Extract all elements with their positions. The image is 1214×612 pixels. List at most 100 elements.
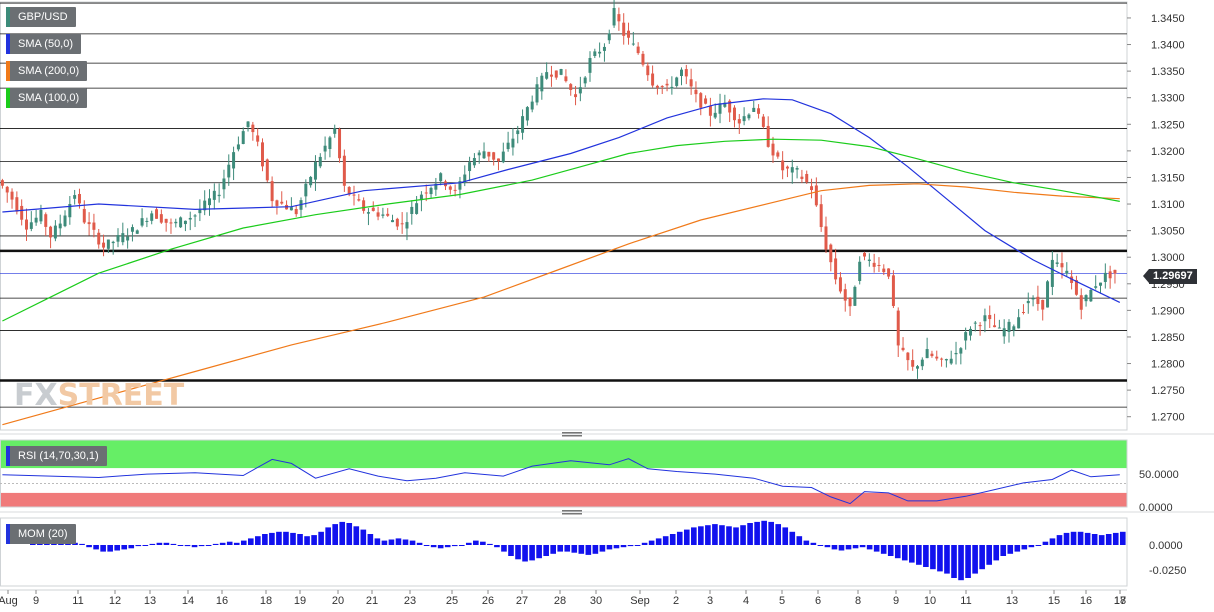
mom-bar — [1028, 545, 1035, 548]
mom-bar — [339, 521, 346, 545]
x-tick-label: 5 — [779, 595, 785, 607]
candle-body — [732, 107, 736, 121]
rsi-panel-frame — [0, 439, 1128, 508]
candle-body — [362, 200, 366, 211]
mom-bar — [951, 545, 957, 578]
candle-body — [993, 325, 997, 328]
y-tick-label: 1.2700 — [1151, 412, 1185, 424]
candle-body — [853, 286, 857, 306]
mom-bar — [585, 545, 592, 555]
mom-bar — [1070, 531, 1077, 545]
mom-bar — [698, 526, 704, 545]
mom-bar — [297, 534, 303, 545]
panel-handle — [562, 510, 582, 512]
mom-label[interactable]: MOM (20) — [6, 524, 76, 544]
candle-body — [906, 352, 910, 361]
candle-body — [684, 69, 688, 77]
legend-sma50[interactable]: SMA (50,0) — [6, 34, 82, 54]
mom-bar — [691, 527, 697, 545]
mom-bar — [916, 545, 922, 565]
y-tick-label: 1.2850 — [1151, 332, 1185, 344]
candle-body — [549, 74, 553, 77]
candle-body — [87, 222, 91, 225]
candle-body — [487, 151, 491, 157]
watermark-fx: FX — [14, 378, 58, 413]
mom-bar — [606, 545, 613, 550]
candle-body — [400, 223, 404, 225]
mom-bar — [965, 545, 971, 578]
mom-bar — [522, 545, 528, 562]
candle-body — [1074, 280, 1078, 295]
mom-bar — [367, 534, 374, 545]
mom-bar — [79, 543, 85, 545]
candle-body — [559, 69, 563, 75]
mom-bar — [1084, 532, 1091, 545]
rsi-label[interactable]: RSI (14,70,30,1) — [6, 446, 107, 466]
symbol-label[interactable]: GBP/USD — [6, 7, 76, 27]
candle-body — [280, 201, 284, 204]
candle-body — [891, 275, 895, 306]
mom-bar — [255, 536, 261, 545]
mom-bar — [894, 545, 901, 559]
candle-body — [646, 65, 650, 76]
candle-body — [670, 86, 674, 89]
candle-body — [159, 214, 163, 223]
candle-body — [1113, 269, 1117, 274]
candle-body — [58, 223, 62, 229]
candle-body — [636, 46, 640, 54]
candle-body — [814, 185, 818, 206]
candle-body — [983, 315, 987, 322]
y-tick-label: 1.3200 — [1151, 146, 1185, 158]
x-tick-label: Aug — [0, 595, 18, 607]
mom-tick-label: -0.0250 — [1149, 565, 1186, 577]
mom-bar — [859, 545, 866, 548]
candle-body — [366, 212, 370, 214]
mom-bar — [1007, 545, 1014, 554]
mom-bar — [437, 545, 444, 549]
candle-body — [342, 155, 346, 186]
candle-body — [97, 232, 101, 245]
candle-body — [179, 217, 183, 228]
candle-body — [781, 160, 785, 171]
mom-bar — [332, 524, 339, 545]
candle-body — [872, 262, 876, 267]
candle-body — [395, 218, 399, 227]
candle-body — [1050, 259, 1054, 287]
mom-bar — [831, 545, 838, 550]
mom-bar — [465, 542, 472, 545]
candle-body — [525, 107, 529, 121]
candle-body — [328, 137, 332, 150]
candle-body — [145, 220, 149, 222]
x-tick-label: 11 — [72, 595, 83, 607]
mom-bar — [923, 545, 929, 567]
mom-bar — [149, 543, 156, 545]
candle-body — [882, 268, 886, 273]
rsi-overbought-zone — [0, 440, 1127, 469]
rsi-tick-label: 50.0000 — [1139, 469, 1179, 481]
x-tick-label: 2 — [673, 595, 679, 607]
legend-sma100[interactable]: SMA (100,0) — [6, 88, 88, 108]
candle-body — [338, 129, 342, 159]
candle-body — [810, 186, 814, 191]
mom-bar — [374, 538, 381, 545]
mom-bar — [487, 543, 493, 545]
candle-body — [978, 325, 982, 327]
x-tick-label: Sep — [630, 595, 650, 607]
candle-body — [535, 84, 539, 103]
x-tick-label: 26 — [482, 595, 494, 607]
mom-bar — [1077, 531, 1084, 545]
candle-body — [265, 159, 269, 181]
legend-sma100-label: SMA (100,0) — [18, 92, 80, 104]
legend-sma200[interactable]: SMA (200,0) — [6, 61, 88, 81]
candle-body — [10, 191, 14, 200]
candle-body — [925, 349, 929, 359]
x-tick-label: 30 — [590, 595, 602, 607]
mom-bar — [761, 520, 767, 545]
mom-bar — [501, 545, 507, 552]
mom-bar — [395, 538, 402, 545]
x-tick-label: 12 — [109, 595, 121, 607]
rsi-tick-label: 0.0000 — [1139, 502, 1173, 514]
candle-body — [1002, 328, 1006, 337]
mom-bar — [852, 545, 859, 549]
